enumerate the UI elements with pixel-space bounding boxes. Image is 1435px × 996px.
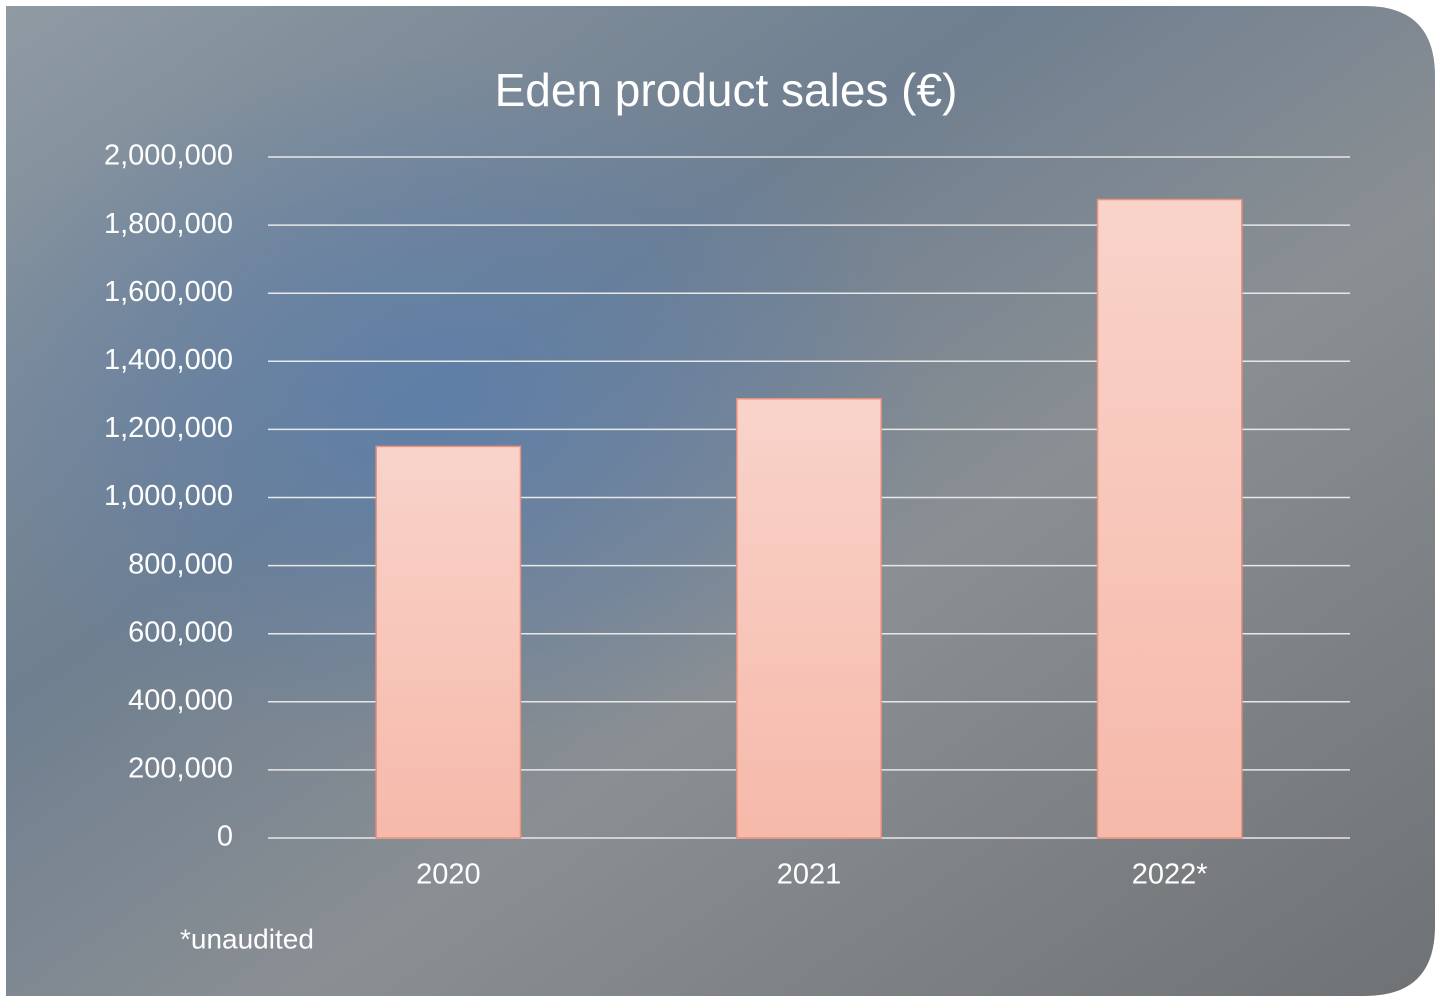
y-tick-label: 1,200,000: [104, 412, 233, 444]
background-tint: [6, 6, 1435, 996]
y-tick-label: 800,000: [128, 548, 233, 580]
x-tick-label: 2021: [777, 859, 842, 891]
bar: [736, 398, 882, 839]
y-tick-label: 400,000: [128, 684, 233, 716]
y-tick-label: 2,000,000: [104, 140, 233, 172]
annotation: *unaudited: [180, 923, 314, 954]
y-tick-label: 1,400,000: [104, 344, 233, 376]
y-tick-label: 200,000: [128, 753, 233, 785]
x-tick-label: 2020: [416, 859, 481, 891]
y-tick-label: 1,800,000: [104, 208, 233, 240]
y-tick-label: 0: [217, 821, 233, 853]
x-tick-label: 2022*: [1132, 859, 1208, 891]
y-tick-label: 1,600,000: [104, 276, 233, 308]
bar: [1096, 198, 1243, 839]
y-tick-label: 600,000: [128, 616, 233, 648]
y-tick-label: 1,000,000: [104, 480, 233, 512]
chart-title: Eden product sales (€): [495, 64, 958, 116]
bar: [375, 445, 522, 839]
